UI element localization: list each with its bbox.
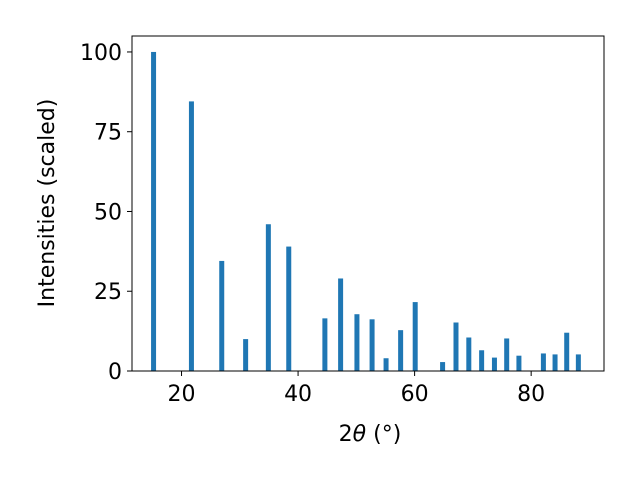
bar	[243, 339, 249, 371]
y-tick-label: 0	[108, 360, 122, 385]
x-axis-label-base: 2	[339, 422, 353, 447]
bar	[265, 224, 271, 371]
bar	[552, 354, 558, 371]
x-axis-label: 2θ (°)	[339, 422, 402, 447]
bar	[383, 358, 389, 371]
plot-frame	[131, 35, 605, 372]
x-tick-label: 80	[517, 382, 545, 407]
bars-group	[151, 51, 581, 372]
x-axis-label-symbol: θ	[353, 422, 367, 447]
bar	[575, 354, 581, 371]
bar	[564, 332, 570, 371]
x-tick-label: 60	[401, 382, 429, 407]
bar	[188, 101, 194, 372]
bar	[322, 318, 328, 371]
bar	[369, 319, 375, 371]
x-axis: 20 40 60 80	[168, 371, 545, 407]
y-tick-label: 75	[94, 121, 122, 146]
y-axis-label: Intensities (scaled)	[35, 99, 60, 308]
bar	[466, 337, 472, 371]
bar	[479, 350, 485, 371]
bar	[453, 322, 459, 371]
x-tick-label: 20	[168, 382, 196, 407]
bar	[354, 314, 360, 371]
bar	[540, 353, 546, 371]
bar	[286, 246, 292, 371]
y-tick-label: 100	[80, 41, 122, 66]
y-axis: 0 25 50 75 100	[80, 41, 132, 385]
bar	[412, 302, 418, 371]
y-tick-label: 50	[94, 200, 122, 225]
bar	[219, 260, 225, 371]
x-axis-label-unit: (°)	[366, 422, 401, 447]
bar	[504, 338, 510, 371]
y-tick-label: 25	[94, 280, 122, 305]
bar	[338, 278, 344, 371]
bar	[151, 51, 157, 371]
x-tick-label: 40	[284, 382, 312, 407]
bar	[440, 362, 446, 371]
bar	[491, 357, 497, 371]
bar	[398, 330, 404, 371]
bar	[516, 355, 522, 371]
